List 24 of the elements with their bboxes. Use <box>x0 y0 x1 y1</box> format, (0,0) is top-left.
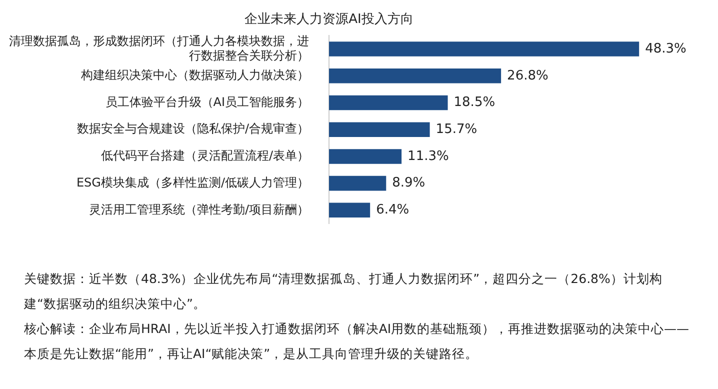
bar <box>329 122 430 137</box>
bar <box>329 42 640 56</box>
data-label: 15.7% <box>436 122 478 137</box>
bar <box>329 149 402 164</box>
y-tick-label: ESG模块集成（多样性监测/低碳人力管理） <box>76 175 309 190</box>
y-tick-label: 员工体验平台升级（AI员工智能服务） <box>105 94 309 109</box>
y-tick-label: 低代码平台搭建（灵活配置流程/表单） <box>100 148 309 163</box>
bar <box>329 95 448 110</box>
y-tick-label: 清理数据孤岛，形成数据闭环（打通人力各模块数据，进行数据整合关联分析） <box>9 34 309 62</box>
y-tick-label: 数据安全与合规建设（隐私保护/合规审查） <box>76 122 309 136</box>
data-label: 48.3% <box>645 41 686 56</box>
text: 核心解读：企业布局HRAI，先以近半投入打通数据闭环（解决AI用数的基础瓶颈），再推进数据驱动的决策中心——本质是先让数据“能用”，再让AI“赋能决策”，是从工具向管理升级的关键路径。 <box>24 320 690 363</box>
data-label: 8.9% <box>392 176 426 191</box>
y-tick-label: 灵活用工管理系统（弹性考勤/项目薪酬） <box>88 202 309 216</box>
y-tick-label: 构建组织决策中心（数据驱动人力做决策） <box>80 68 309 82</box>
data-label: 11.3% <box>408 148 449 164</box>
bar <box>329 68 502 84</box>
chart-title: 企业未来人力资源AI投入方向 <box>244 11 414 28</box>
text: 关键数据：近半数（48.3%）企业优先布局“清理数据孤岛、打通人力数据闭环”，超四分之一（26.8%）计划构建“数据驱动的组织决策中心”。 <box>24 270 664 313</box>
data-label: 6.4% <box>376 202 410 218</box>
bar <box>329 202 370 218</box>
data-label: 18.5% <box>454 95 496 110</box>
bar <box>329 176 386 191</box>
data-label: 26.8% <box>507 68 548 84</box>
